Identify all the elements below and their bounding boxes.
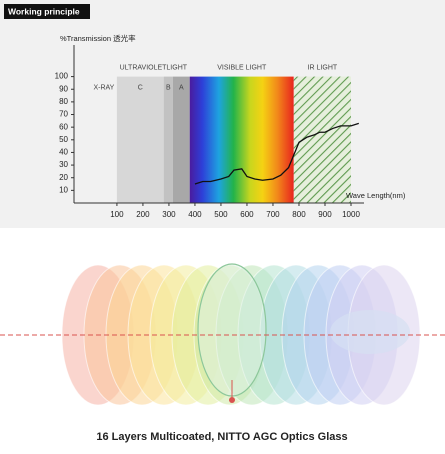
- x-tick-label: 700: [266, 210, 280, 219]
- x-tick-label: 300: [162, 210, 176, 219]
- region-label: IR LIGHT: [308, 64, 338, 71]
- x-tick-label: 1000: [342, 210, 360, 219]
- x-tick-label: 600: [240, 210, 254, 219]
- y-tick-label tick: 60: [59, 122, 68, 131]
- lens-end: [330, 310, 410, 354]
- region-label: X-RAY: [93, 84, 114, 91]
- x-tick-label: 100: [110, 210, 124, 219]
- x-tick-label: 400: [188, 210, 202, 219]
- x-axis-label: Wave Length(nm): [346, 191, 406, 200]
- x-tick-label: 200: [136, 210, 150, 219]
- region-label: VISIBLE LIGHT: [217, 64, 267, 71]
- badge: Working principle: [8, 6, 80, 16]
- y-tick-label tick: 50: [59, 135, 68, 144]
- caption: 16 Layers Multicoated, NITTO AGC Optics …: [96, 431, 347, 443]
- x-tick-label: 800: [292, 210, 306, 219]
- transmission-line: [194, 122, 359, 185]
- y-tick-label tick: 10: [59, 185, 68, 194]
- badge-box: [4, 4, 90, 19]
- y-tick-label tick: 40: [59, 148, 68, 157]
- lens-highlight: [197, 263, 267, 397]
- region-label: B: [166, 84, 171, 91]
- x-tick-label: 900: [318, 210, 332, 219]
- region: [163, 76, 173, 203]
- y-tick-label tick: 80: [59, 97, 68, 106]
- y-tick-label tick: 70: [59, 110, 68, 119]
- y-axis-label: %Transmission 透光率: [60, 33, 136, 43]
- y-tick-label tick: 30: [59, 160, 68, 169]
- region-label: A: [179, 84, 184, 91]
- region: [189, 76, 294, 203]
- region: [116, 76, 164, 203]
- region-label: C: [138, 84, 143, 91]
- y-tick-label tick: 20: [59, 173, 68, 182]
- y-tick-label tick: 90: [59, 84, 68, 93]
- region: [172, 76, 190, 203]
- group-label: ULTRAVIOLETLIGHT: [120, 64, 188, 71]
- y-tick-label tick: 100: [55, 72, 69, 81]
- x-tick-label: 500: [214, 210, 228, 219]
- pointer-dot: [229, 397, 235, 403]
